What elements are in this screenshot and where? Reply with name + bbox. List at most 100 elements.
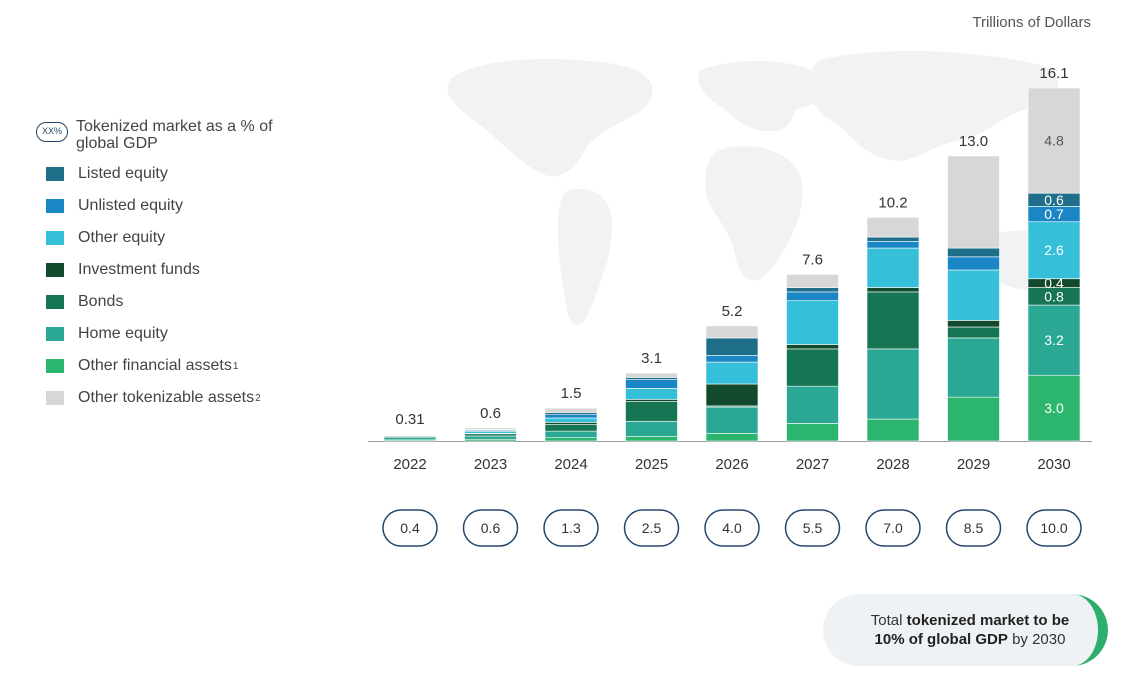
gdp-percent-label: 0.4 — [400, 520, 420, 536]
gdp-percent-label: 8.5 — [964, 520, 984, 536]
bar-segment — [464, 427, 517, 430]
bar-segment — [947, 247, 1000, 258]
bar-segment — [786, 385, 839, 424]
bar-segment — [625, 436, 678, 442]
bar-segment — [866, 241, 920, 249]
total-label: 0.6 — [480, 405, 501, 422]
total-label: 3.1 — [641, 350, 662, 367]
bar-segment — [947, 320, 1000, 328]
bar-segment — [866, 418, 920, 442]
total-label: 16.1 — [1039, 65, 1068, 82]
bar-segment — [947, 396, 1000, 442]
gdp-oval — [704, 509, 760, 547]
gdp-oval — [543, 509, 599, 547]
total-label: 13.0 — [959, 133, 988, 150]
bar-segment — [544, 430, 598, 439]
legend-item: Other financial assets 1 — [36, 350, 336, 382]
gdp-oval — [784, 509, 841, 547]
legend-swatch — [46, 295, 64, 309]
bar-segment — [705, 355, 759, 363]
bar-segment — [786, 274, 839, 288]
x-tick-label: 2022 — [393, 456, 426, 473]
total-label: 5.2 — [722, 303, 743, 320]
callout-part1: Total — [870, 612, 907, 629]
world-map-background — [447, 50, 1074, 325]
callout-badge: Total tokenized market to be 10% of globa… — [823, 594, 1108, 666]
legend-item: Home equity — [36, 318, 336, 350]
legend-gdp-label: Tokenized market as a % of global GDP — [76, 118, 273, 152]
x-tick-label: 2023 — [474, 456, 507, 473]
total-label: 7.6 — [802, 251, 823, 268]
bar-segment — [544, 412, 598, 415]
legend-item: Unlisted equity — [36, 190, 336, 222]
segment-label: 3.2 — [1044, 332, 1064, 348]
x-tick-label: 2028 — [876, 456, 909, 473]
gdp-percent-label: 2.5 — [642, 520, 662, 536]
bar-segment — [383, 437, 437, 441]
gdp-marker-icon: XX% — [36, 122, 68, 142]
legend-swatch — [46, 327, 64, 341]
bar-segment — [786, 300, 839, 345]
segment-label: 2.6 — [1044, 242, 1064, 258]
bar-segment — [786, 287, 839, 293]
unit-label: Trillions of Dollars — [972, 14, 1091, 31]
bar-segment — [625, 399, 678, 402]
bar-segment — [705, 383, 759, 407]
bar-segment — [947, 337, 1000, 398]
bar-segment — [464, 435, 517, 440]
bar-segment — [544, 437, 598, 442]
x-tick-label: 2030 — [1037, 456, 1070, 473]
bar-segment — [786, 344, 839, 350]
bar-segment — [1027, 221, 1081, 280]
legend: XX% Tokenized market as a % of global GD… — [36, 118, 336, 414]
bar-segment — [1027, 374, 1081, 442]
x-tick-label: 2026 — [715, 456, 748, 473]
legend-item: Other tokenizable assets 2 — [36, 382, 336, 414]
gdp-oval — [462, 509, 519, 547]
legend-swatch — [46, 199, 64, 213]
bar-segment — [464, 433, 517, 437]
bar-segment — [705, 361, 759, 385]
bar-segment — [786, 423, 839, 442]
legend-swatch — [46, 391, 64, 405]
callout-text: Total tokenized market to be 10% of globa… — [845, 611, 1095, 649]
bar-segment — [544, 414, 598, 419]
total-label: 10.2 — [878, 194, 907, 211]
gdp-percent-label: 0.6 — [481, 520, 501, 536]
gdp-percent-label: 4.0 — [722, 520, 742, 536]
legend-swatch — [46, 263, 64, 277]
legend-label: Other equity — [78, 229, 166, 246]
x-tick-label: 2027 — [796, 456, 829, 473]
segment-label: 0.6 — [1044, 192, 1064, 208]
legend-swatch — [46, 167, 64, 181]
bar-segment — [786, 291, 839, 301]
bar-segment — [383, 433, 437, 436]
callout-part3: 10% of global GDP — [874, 631, 1008, 648]
bar-segment — [705, 433, 759, 442]
segment-label: 0.7 — [1044, 206, 1064, 222]
bar-segment — [625, 401, 678, 422]
bar-segment — [1027, 87, 1081, 194]
callout-part2: tokenized market to be — [906, 612, 1070, 629]
bar-segment — [786, 348, 839, 387]
legend-item: Other equity — [36, 222, 336, 254]
legend-footnote-marker: 1 — [232, 360, 239, 372]
legend-item: Investment funds — [36, 254, 336, 286]
gdp-oval — [945, 509, 1002, 547]
bar-segment — [866, 236, 920, 242]
bar-segment — [1027, 304, 1081, 376]
legend-label: Investment funds — [78, 261, 200, 278]
bar-segment — [705, 406, 759, 434]
legend-label: Home equity — [78, 325, 168, 342]
bar-segment — [625, 379, 678, 389]
x-tick-label: 2029 — [957, 456, 990, 473]
bar-segment — [866, 287, 920, 293]
total-label: 1.5 — [561, 385, 582, 402]
segment-label: 3.0 — [1044, 400, 1064, 416]
bar-segment — [625, 372, 678, 378]
x-tick-label: 2025 — [635, 456, 668, 473]
gdp-oval — [865, 509, 921, 547]
callout-arc — [1018, 594, 1108, 666]
legend-swatch — [46, 359, 64, 373]
bar-segment — [625, 420, 678, 437]
